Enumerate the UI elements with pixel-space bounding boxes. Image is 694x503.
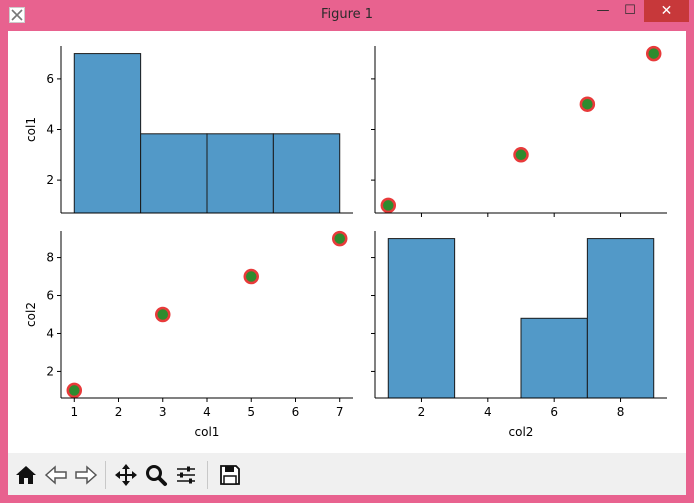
y-tick-label: 6	[46, 72, 54, 86]
sliders-icon	[177, 466, 195, 484]
scatter-point	[579, 96, 596, 112]
home-icon	[16, 466, 36, 484]
subplot-col2-vs-col2: 2 4 6 8 col2	[371, 231, 667, 439]
window-title: Figure 1	[320, 7, 374, 22]
back-arrow-icon	[44, 465, 67, 485]
figure-canvas[interactable]: 2 4 6 col1 2 4 6 8 1 2 3 4 5 6 7 col1 col2 2 4 6 8 col2	[8, 31, 686, 453]
histogram-bar	[73, 53, 142, 214]
pan-button[interactable]	[112, 461, 140, 489]
y-axis-label: col1	[24, 117, 38, 142]
title-bar[interactable]: Figure 1 — ☐ ✕	[0, 0, 694, 30]
toolbar-separator	[105, 461, 106, 489]
scatter-point	[155, 306, 171, 323]
y-tick-label: 2	[46, 173, 54, 187]
x-tick-label: 8	[617, 405, 625, 419]
pairplot-svg: 2 4 6 col1 2 4 6 8 1 2 3 4 5 6 7 col1 col2 2 4 6 8 col2	[24, 45, 667, 439]
scatter-point	[380, 197, 397, 214]
histogram-bar	[520, 317, 588, 399]
x-tick-label: 2	[418, 405, 426, 419]
configure-subplots-button[interactable]	[172, 461, 200, 489]
x-tick-label: 4	[484, 405, 492, 419]
move-icon	[115, 464, 137, 486]
zoom-icon	[146, 465, 167, 486]
histogram-bar	[140, 133, 208, 214]
y-tick-label: 4	[46, 123, 54, 137]
maximize-button[interactable]: ☐	[624, 3, 636, 18]
scatter-point	[331, 230, 348, 247]
histogram-bar	[387, 238, 456, 399]
y-tick-label: 4	[46, 326, 54, 340]
forward-arrow-icon	[75, 465, 98, 485]
scatter-point	[513, 147, 529, 163]
x-tick-label: 3	[159, 405, 167, 419]
save-button[interactable]	[216, 461, 244, 489]
y-tick-label: 2	[46, 364, 54, 378]
x-axis-label: col2	[509, 425, 534, 439]
histogram-bar	[206, 133, 274, 214]
x-tick-label: 2	[115, 405, 123, 419]
scatter-point	[66, 382, 83, 399]
navigation-toolbar	[8, 453, 686, 495]
zoom-button[interactable]	[142, 461, 170, 489]
floppy-disk-icon	[220, 465, 240, 485]
subplot-col1-vs-col2: 2 4 6 8 1 2 3 4 5 6 7 col1 col2	[24, 230, 353, 439]
x-axis-label: col1	[195, 425, 220, 439]
subplot-col2-vs-col1	[371, 45, 667, 217]
x-tick-label: 4	[203, 405, 211, 419]
histogram-bar	[586, 238, 655, 399]
toolbar-separator	[207, 461, 208, 489]
back-button[interactable]	[42, 461, 70, 489]
x-tick-label: 7	[336, 405, 344, 419]
home-button[interactable]	[12, 461, 40, 489]
subplot-col1-vs-col1: 2 4 6 col1	[24, 46, 353, 214]
scatter-point	[645, 45, 662, 62]
close-button[interactable]: ✕	[644, 0, 689, 22]
x-tick-label: 1	[70, 405, 78, 419]
minimize-button[interactable]: —	[596, 3, 610, 18]
forward-button[interactable]	[72, 461, 100, 489]
x-tick-label: 5	[247, 405, 255, 419]
y-axis-label: col2	[24, 302, 38, 327]
matplotlib-app-icon	[9, 7, 25, 23]
histogram-bar	[272, 133, 341, 214]
scatter-point	[243, 268, 259, 285]
x-tick-label: 6	[292, 405, 300, 419]
y-tick-label: 6	[46, 289, 54, 303]
x-tick-label: 6	[550, 405, 558, 419]
y-tick-label: 8	[46, 251, 54, 265]
